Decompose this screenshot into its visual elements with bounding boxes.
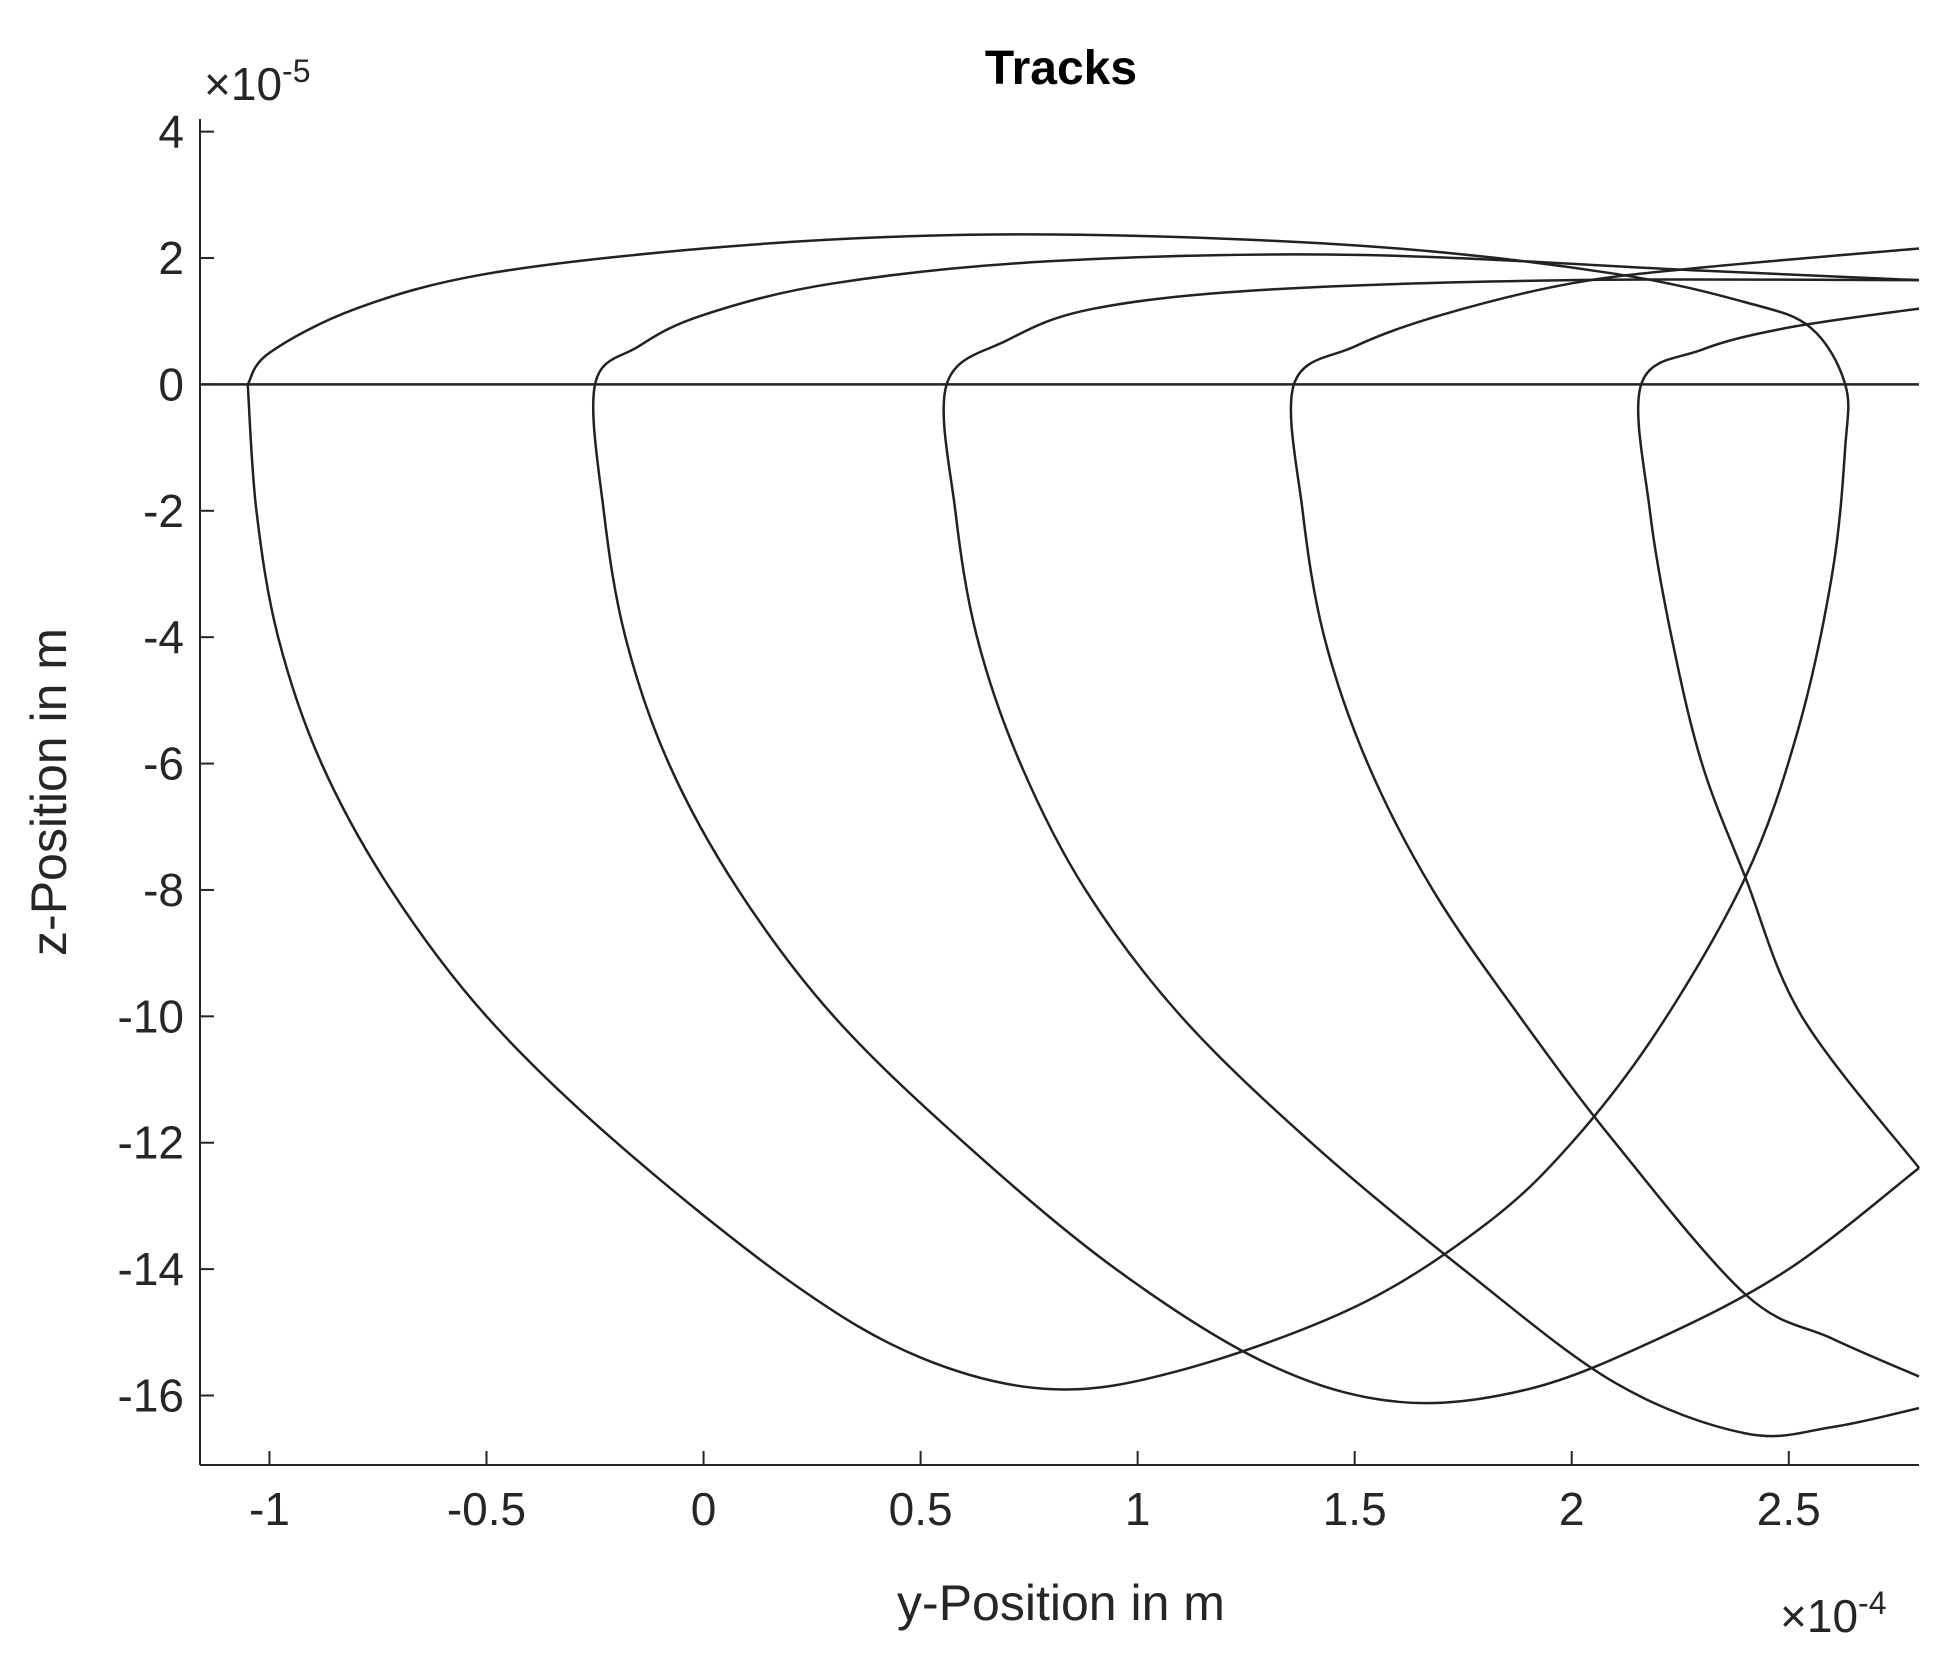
track-line [591,253,1920,1405]
y-multiplier-base: ×10 [204,58,282,110]
x-tick-label: -0.5 [447,1483,526,1535]
x-multiplier: ×10-4 [1780,1585,1886,1642]
x-tick-label: 1.5 [1323,1483,1387,1535]
x-tick-label: -1 [249,1483,290,1535]
y-tick-label: 0 [158,358,184,410]
y-tick-label: -10 [118,990,184,1042]
track-line [1289,247,1920,1378]
y-tick-label: -8 [143,864,184,916]
y-multiplier-power: -5 [282,53,310,89]
y-tick-label: -2 [143,485,184,537]
track-line [246,233,1850,1391]
y-tick-label: -12 [118,1117,184,1169]
x-multiplier-power: -4 [1858,1585,1886,1621]
x-tick-label: 2 [1559,1483,1585,1535]
x-tick-label: 0.5 [889,1483,953,1535]
track-line [942,278,1920,1438]
y-tick-label: -14 [118,1243,184,1295]
y-tick-label: -6 [143,738,184,790]
x-tick-label: 1 [1125,1483,1151,1535]
chart-title: Tracks [985,42,1137,95]
y-tick-label: -4 [143,611,184,663]
y-tick-label: 2 [158,232,184,284]
y-tick-label: 4 [158,106,184,158]
x-tick-label: 0 [691,1483,717,1535]
x-axis-label: y-Position in m [897,1575,1225,1631]
x-tick-label: 2.5 [1757,1483,1821,1535]
y-multiplier: ×10-5 [204,53,310,110]
track-line [1636,307,1920,1169]
y-axis-label: z-Position in m [21,628,77,956]
x-multiplier-base: ×10 [1780,1590,1858,1642]
y-tick-label: -16 [118,1369,184,1421]
